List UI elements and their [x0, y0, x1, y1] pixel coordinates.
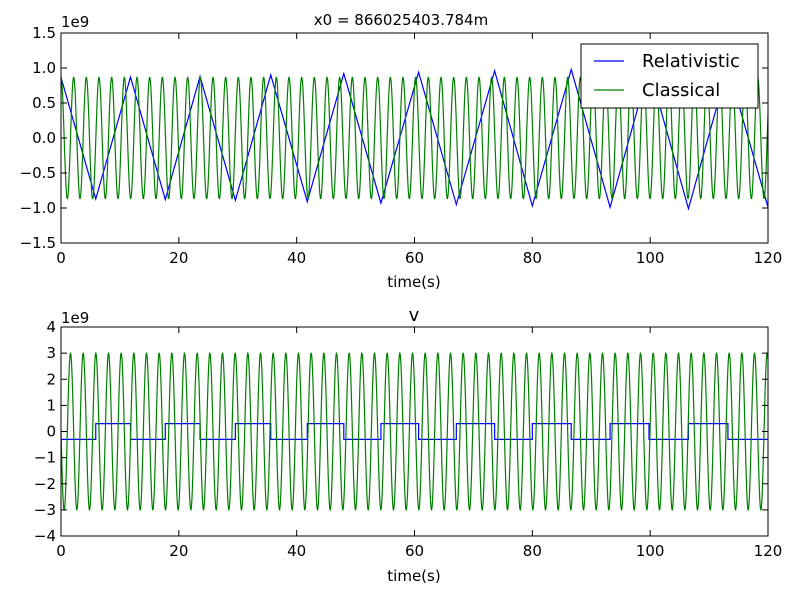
top-xlabel: time(s) [387, 273, 440, 291]
bottom-ytick-label: −3 [34, 501, 56, 519]
bottom-xtick-label: 40 [287, 542, 306, 560]
bottom-title: v [409, 305, 420, 326]
bottom-xtick-label: 20 [169, 542, 188, 560]
top-ytick-label: 1.0 [32, 59, 56, 77]
top-series-classical [61, 76, 768, 200]
bottom-ytick-label: −1 [34, 449, 56, 467]
top-xtick-label: 0 [56, 249, 66, 267]
top-xtick-label: 80 [523, 249, 542, 267]
bottom-subplot: v 1e9 0 20 40 60 80 100 120 −4 −3 −2 −1 0 1 2 3 4 time(… [34, 305, 782, 585]
bottom-ytick-label: 3 [46, 344, 56, 362]
top-ytick-label: −0.5 [20, 164, 56, 182]
bottom-series-classical [61, 351, 768, 512]
legend-label-classical: Classical [642, 80, 720, 101]
top-ytick-label: 0.0 [32, 129, 56, 147]
bottom-xtick-label: 100 [636, 542, 665, 560]
bottom-ytick-label: 1 [46, 396, 56, 414]
legend-box [580, 43, 759, 109]
top-ytick-label: −1.5 [20, 234, 56, 252]
bottom-ytick-label: 0 [46, 423, 56, 441]
bottom-series-relativistic [61, 423, 768, 440]
legend-label-relativistic: Relativistic [642, 51, 740, 72]
legend: Relativistic Classical [580, 43, 759, 109]
top-ytick-label: 0.5 [32, 94, 56, 112]
bottom-ytick-label: −4 [34, 527, 56, 545]
top-xtick-label: 20 [169, 249, 188, 267]
bottom-offset-text: 1e9 [61, 309, 89, 327]
top-offset-text: 1e9 [61, 13, 89, 31]
bottom-xtick-label: 60 [405, 542, 424, 560]
bottom-ticks-group: 0 20 40 60 80 100 120 −4 −3 −2 −1 0 1 2 3 4 [34, 318, 782, 560]
top-subplot: x0 = 866025403.784m 1e9 0 20 40 60 80 100 120 −… [20, 11, 783, 291]
bottom-xtick-label: 120 [754, 542, 783, 560]
bottom-ytick-label: 2 [46, 370, 56, 388]
top-ytick-label: 1.5 [32, 24, 56, 42]
bottom-series-group [61, 351, 768, 512]
bottom-ytick-label: 4 [46, 318, 56, 336]
top-xtick-label: 60 [405, 249, 424, 267]
bottom-xtick-label: 80 [523, 542, 542, 560]
bottom-xlabel: time(s) [387, 567, 440, 585]
top-ytick-label: −1.0 [20, 199, 56, 217]
top-xtick-label: 40 [287, 249, 306, 267]
bottom-xtick-label: 0 [56, 542, 66, 560]
top-ticks-group: 0 20 40 60 80 100 120 −1.5 −1.0 −0.5 0.0 0.5 1.0 1.5 [20, 24, 783, 267]
bottom-ytick-label: −2 [34, 475, 56, 493]
top-xtick-label: 100 [636, 249, 665, 267]
top-title: x0 = 866025403.784m [314, 11, 488, 29]
top-xtick-label: 120 [754, 249, 783, 267]
